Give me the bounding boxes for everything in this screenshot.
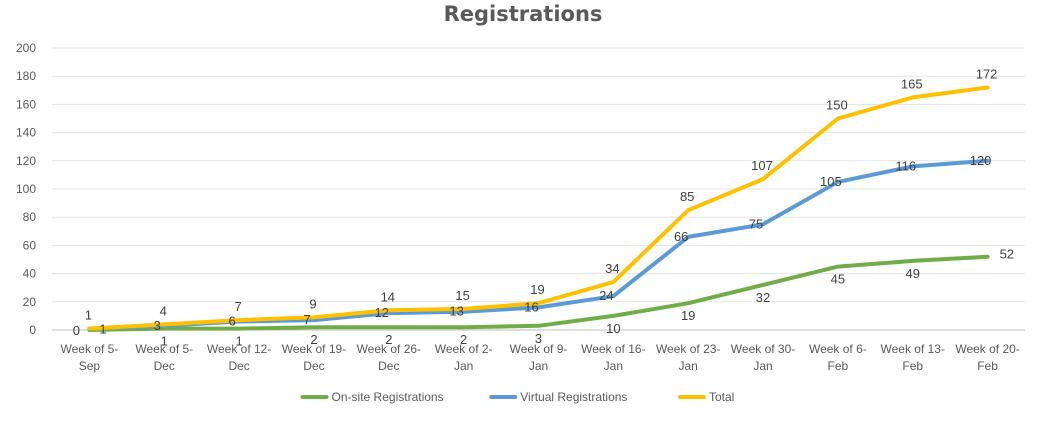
y-tick-label: 140 — [16, 126, 36, 140]
x-tick-label: Week of 5-Dec — [135, 342, 193, 373]
data-label-total: 15 — [455, 288, 469, 303]
y-tick-label: 200 — [16, 41, 36, 55]
data-label-on-site-registrations: 10 — [606, 321, 620, 336]
data-label-total: 85 — [680, 189, 694, 204]
data-label-total: 150 — [826, 98, 848, 113]
data-label-total: 9 — [309, 296, 316, 311]
data-label-virtual-registrations: 116 — [895, 158, 916, 173]
x-tick-label: Week of 23-Jan — [656, 342, 720, 373]
data-label-on-site-registrations: 49 — [905, 266, 919, 281]
x-tick-label: Week of 19-Dec — [282, 342, 346, 373]
data-label-total: 107 — [751, 158, 773, 173]
data-label-total: 19 — [530, 282, 544, 297]
y-tick-label: 100 — [16, 182, 36, 196]
data-label-virtual-registrations: 75 — [749, 216, 763, 231]
data-label-virtual-registrations: 16 — [524, 299, 538, 314]
data-label-on-site-registrations: 52 — [1000, 247, 1014, 262]
y-tick-label: 120 — [16, 154, 36, 168]
data-label-virtual-registrations: 1 — [99, 322, 106, 337]
data-label-on-site-registrations: 19 — [681, 308, 695, 323]
data-label-total: 165 — [901, 76, 923, 91]
data-label-total: 7 — [234, 299, 241, 314]
data-label-virtual-registrations: 7 — [303, 312, 310, 327]
legend-label-on-site-registrations: On-site Registrations — [332, 390, 444, 404]
x-tick-label: Week of 16-Jan — [581, 342, 645, 373]
x-tick-label: Week of 26-Dec — [357, 342, 421, 373]
data-label-on-site-registrations: 1 — [161, 334, 168, 349]
data-label-virtual-registrations: 105 — [820, 174, 842, 189]
y-tick-label: 20 — [23, 295, 37, 309]
data-label-total: 34 — [605, 261, 619, 276]
x-tick-label: Week of 9-Jan — [510, 342, 568, 373]
y-tick-label: 180 — [16, 69, 36, 83]
data-label-on-site-registrations: 2 — [460, 332, 467, 347]
x-tick-label: Week of 6-Feb — [809, 342, 867, 373]
data-label-virtual-registrations: 66 — [674, 229, 688, 244]
data-label-on-site-registrations: 0 — [73, 323, 80, 338]
chart-title: Registrations — [443, 2, 603, 26]
data-label-on-site-registrations: 32 — [756, 290, 770, 305]
series-line-total — [87, 85, 990, 331]
data-label-virtual-registrations: 3 — [154, 318, 161, 333]
y-tick-label: 80 — [23, 210, 37, 224]
data-label-total: 4 — [160, 303, 167, 318]
data-label-virtual-registrations: 24 — [599, 288, 613, 303]
data-label-total: 1 — [85, 308, 92, 323]
y-tick-label: 160 — [16, 97, 36, 111]
x-tick-label: Week of 20-Feb — [955, 342, 1019, 373]
x-tick-label: Week of 5-Sep — [61, 342, 119, 373]
x-tick-label: Week of 13-Feb — [880, 342, 944, 373]
data-label-virtual-registrations: 12 — [375, 305, 389, 320]
data-label-on-site-registrations: 2 — [310, 332, 317, 347]
x-tick-label: Week of 12-Dec — [207, 342, 271, 373]
data-label-virtual-registrations: 6 — [228, 314, 235, 329]
data-label-on-site-registrations: 1 — [235, 334, 242, 349]
legend-label-virtual-registrations: Virtual Registrations — [520, 390, 627, 404]
y-tick-label: 0 — [29, 323, 36, 337]
data-label-on-site-registrations: 3 — [535, 331, 542, 346]
data-label-virtual-registrations: 13 — [449, 304, 463, 319]
data-label-total: 14 — [381, 289, 395, 304]
x-tick-label: Week of 30-Jan — [731, 342, 795, 373]
data-label-on-site-registrations: 45 — [831, 272, 845, 287]
data-label-virtual-registrations: 120 — [970, 153, 992, 168]
x-tick-label: Week of 2-Jan — [435, 342, 493, 373]
legend-label-total: Total — [709, 390, 734, 404]
y-tick-label: 40 — [23, 267, 37, 281]
y-tick-label: 60 — [23, 238, 37, 252]
data-label-on-site-registrations: 2 — [385, 332, 392, 347]
series-line-on-site-registrations — [87, 254, 990, 332]
data-label-total: 172 — [976, 66, 998, 81]
